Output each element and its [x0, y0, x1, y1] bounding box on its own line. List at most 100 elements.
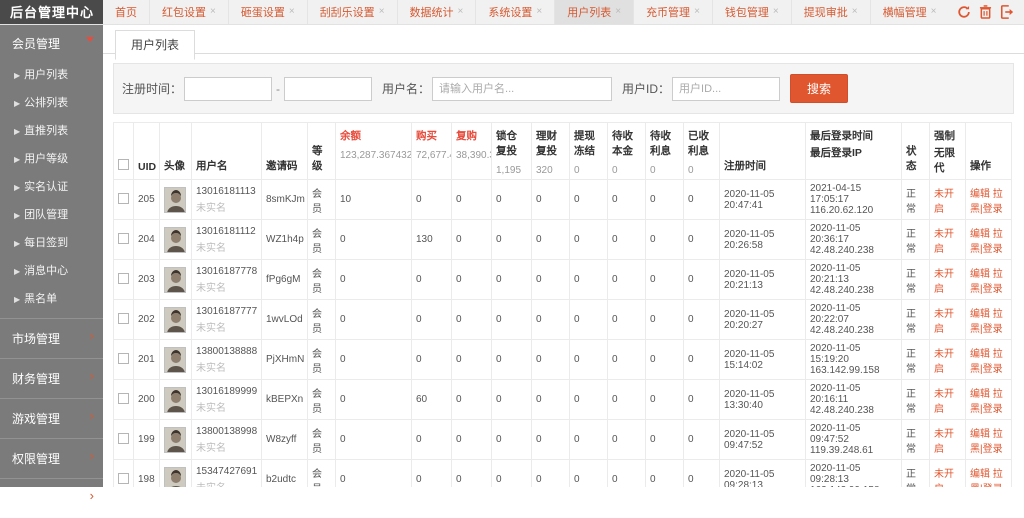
ops-separator: | — [980, 243, 983, 255]
row-checkbox[interactable] — [118, 352, 129, 364]
blacklist-link[interactable]: 拉黑 — [970, 308, 1003, 335]
cell-rebuy: 0 — [451, 419, 492, 460]
sidebar-item-黑名单[interactable]: ▶ 黑名单 — [0, 284, 103, 312]
table-row: 202 13016187777 未实名 1wvLOd 会员 0 0 0 0 0 0 0 0 0 2020-1… — [113, 299, 1012, 340]
login-as-link[interactable]: 登录 — [982, 403, 1003, 415]
blacklist-link[interactable]: 拉黑 — [970, 468, 1003, 488]
blacklist-link[interactable]: 拉黑 — [970, 268, 1003, 295]
sidebar-section-权限管理[interactable]: 权限管理 › — [0, 438, 103, 478]
sidebar-item-实名认证[interactable]: ▶ 实名认证 — [0, 172, 103, 200]
avatar — [164, 386, 186, 413]
cell-username: 13016187778 未实名 — [191, 259, 262, 300]
close-icon[interactable]: × — [851, 6, 858, 17]
close-icon[interactable]: × — [210, 6, 216, 17]
sidebar-item-直推列表[interactable]: ▶ 直推列表 — [0, 116, 103, 144]
triangle-right-icon: ▶ — [14, 127, 21, 136]
reg-time-end-input[interactable] — [284, 76, 373, 101]
login-as-link[interactable]: 登录 — [982, 443, 1003, 455]
top-tab-横幅管理[interactable]: 横幅管理 × — [871, 0, 947, 24]
row-checkbox[interactable] — [118, 312, 129, 324]
refresh-icon[interactable] — [957, 5, 971, 19]
edit-link[interactable]: 编辑 — [970, 468, 990, 480]
cell-rebuy: 0 — [451, 339, 492, 380]
top-tab-红包设置[interactable]: 红包设置 × — [150, 0, 229, 24]
sidebar-item-用户列表[interactable]: ▶ 用户列表 — [0, 60, 103, 88]
top-tab-刮刮乐设置[interactable]: 刮刮乐设置 × — [308, 0, 398, 24]
edit-link[interactable]: 编辑 — [970, 268, 990, 280]
top-tab-系统设置[interactable]: 系统设置 × — [476, 0, 556, 24]
login-as-link[interactable]: 登录 — [982, 323, 1003, 335]
top-tabs: 首页 红包设置 × 砸蛋设置 × 刮刮乐设置 × 数据统计 × 系统设置 × 用户列表 × 充币管理 × 钱包… — [103, 0, 947, 24]
blacklist-link[interactable]: 拉黑 — [970, 428, 1003, 455]
blacklist-link[interactable]: 拉黑 — [970, 228, 1003, 255]
userid-input[interactable] — [672, 76, 781, 101]
sidebar-section-游戏管理[interactable]: 游戏管理 › — [0, 398, 103, 438]
sidebar-item-公排列表[interactable]: ▶ 公排列表 — [0, 88, 103, 116]
reg-time-start-input[interactable] — [184, 76, 273, 101]
reg-time-text: 2020-11-05 20:26:58 — [724, 228, 775, 251]
sidebar-section-市场管理[interactable]: 市场管理 › — [0, 318, 103, 358]
login-as-link[interactable]: 登录 — [982, 283, 1003, 295]
row-checkbox[interactable] — [118, 472, 129, 484]
login-as-link[interactable]: 登录 — [982, 243, 1003, 255]
edit-link[interactable]: 编辑 — [970, 308, 990, 320]
close-icon[interactable]: × — [536, 6, 543, 17]
sidebar-section-财务管理[interactable]: 财务管理 › — [0, 358, 103, 398]
row-checkbox[interactable] — [118, 272, 129, 284]
top-tab-充币管理[interactable]: 充币管理 × — [634, 0, 713, 24]
col-header-lock_reinvest: 锁仓复投 1,195 — [491, 122, 532, 180]
username-input[interactable] — [432, 76, 613, 101]
search-button[interactable]: 搜索 — [790, 74, 849, 103]
login-as-link[interactable]: 登录 — [983, 484, 1003, 488]
row-checkbox[interactable] — [118, 192, 129, 204]
row-checkbox[interactable] — [118, 432, 129, 444]
cell-username: 13016181113 未实名 — [191, 179, 262, 220]
edit-link[interactable]: 编辑 — [970, 348, 990, 360]
sidebar-item-用户等级[interactable]: ▶ 用户等级 — [0, 144, 103, 172]
row-checkbox[interactable] — [118, 232, 129, 244]
logout-icon[interactable] — [1000, 5, 1014, 19]
blacklist-link[interactable]: 拉黑 — [970, 348, 1003, 375]
tab-user-list[interactable]: 用户列表 — [115, 30, 196, 60]
row-checkbox[interactable] — [118, 392, 129, 404]
top-tab-用户列表[interactable]: 用户列表 × — [555, 0, 635, 24]
trash-icon[interactable] — [979, 5, 992, 19]
close-icon[interactable]: × — [288, 6, 295, 17]
select-all-checkbox[interactable] — [118, 159, 129, 170]
edit-link[interactable]: 编辑 — [970, 388, 990, 400]
top-tab-数据统计[interactable]: 数据统计 × — [398, 0, 477, 24]
close-icon[interactable]: × — [615, 6, 622, 17]
edit-link[interactable]: 编辑 — [970, 228, 990, 240]
cell-last-login: 2020-11-05 09:47:52 119.39.248.61 — [805, 419, 902, 460]
top-tab-钱包管理[interactable]: 钱包管理 × — [713, 0, 792, 24]
cell-username: 13016181112 未实名 — [191, 219, 262, 260]
close-icon[interactable]: × — [457, 6, 464, 17]
reg-time-text: 2020-11-05 09:47:52 — [724, 428, 775, 451]
login-as-link[interactable]: 登录 — [982, 203, 1003, 215]
blacklist-link[interactable]: 拉黑 — [970, 388, 1003, 415]
close-icon[interactable]: × — [772, 6, 779, 17]
cell-balance: 0 — [335, 419, 412, 460]
sidebar-item-消息中心[interactable]: ▶ 消息中心 — [0, 256, 103, 284]
edit-link[interactable]: 编辑 — [970, 428, 990, 440]
sidebar-section-会员管理[interactable]: 会员管理 — [0, 25, 103, 60]
close-icon[interactable]: × — [930, 6, 937, 17]
blacklist-link[interactable]: 拉黑 — [970, 188, 1003, 215]
col-label: 注册时间 — [724, 160, 766, 172]
sidebar-item-团队管理[interactable]: ▶ 团队管理 — [0, 200, 103, 228]
close-icon[interactable]: × — [694, 6, 700, 17]
col-label2: 最后登录IP — [810, 147, 862, 159]
top-tab-首页[interactable]: 首页 — [103, 0, 150, 24]
sidebar-section-系统管理[interactable]: 系统管理 › — [0, 478, 103, 518]
sidebar-item-每日签到[interactable]: ▶ 每日签到 — [0, 228, 103, 256]
close-icon[interactable]: × — [378, 6, 385, 17]
col-label: 邀请码 — [266, 160, 298, 172]
edit-link[interactable]: 编辑 — [970, 188, 990, 200]
cell-avatar — [159, 219, 192, 260]
top-tab-提现审批[interactable]: 提现审批 × — [792, 0, 871, 24]
top-tab-砸蛋设置[interactable]: 砸蛋设置 × — [229, 0, 308, 24]
cell-reg-time: 2020-11-05 15:14:02 — [719, 339, 806, 380]
realname-status: 未实名 — [196, 202, 226, 214]
col-label: 已收利息 — [688, 130, 709, 157]
login-as-link[interactable]: 登录 — [982, 363, 1003, 375]
